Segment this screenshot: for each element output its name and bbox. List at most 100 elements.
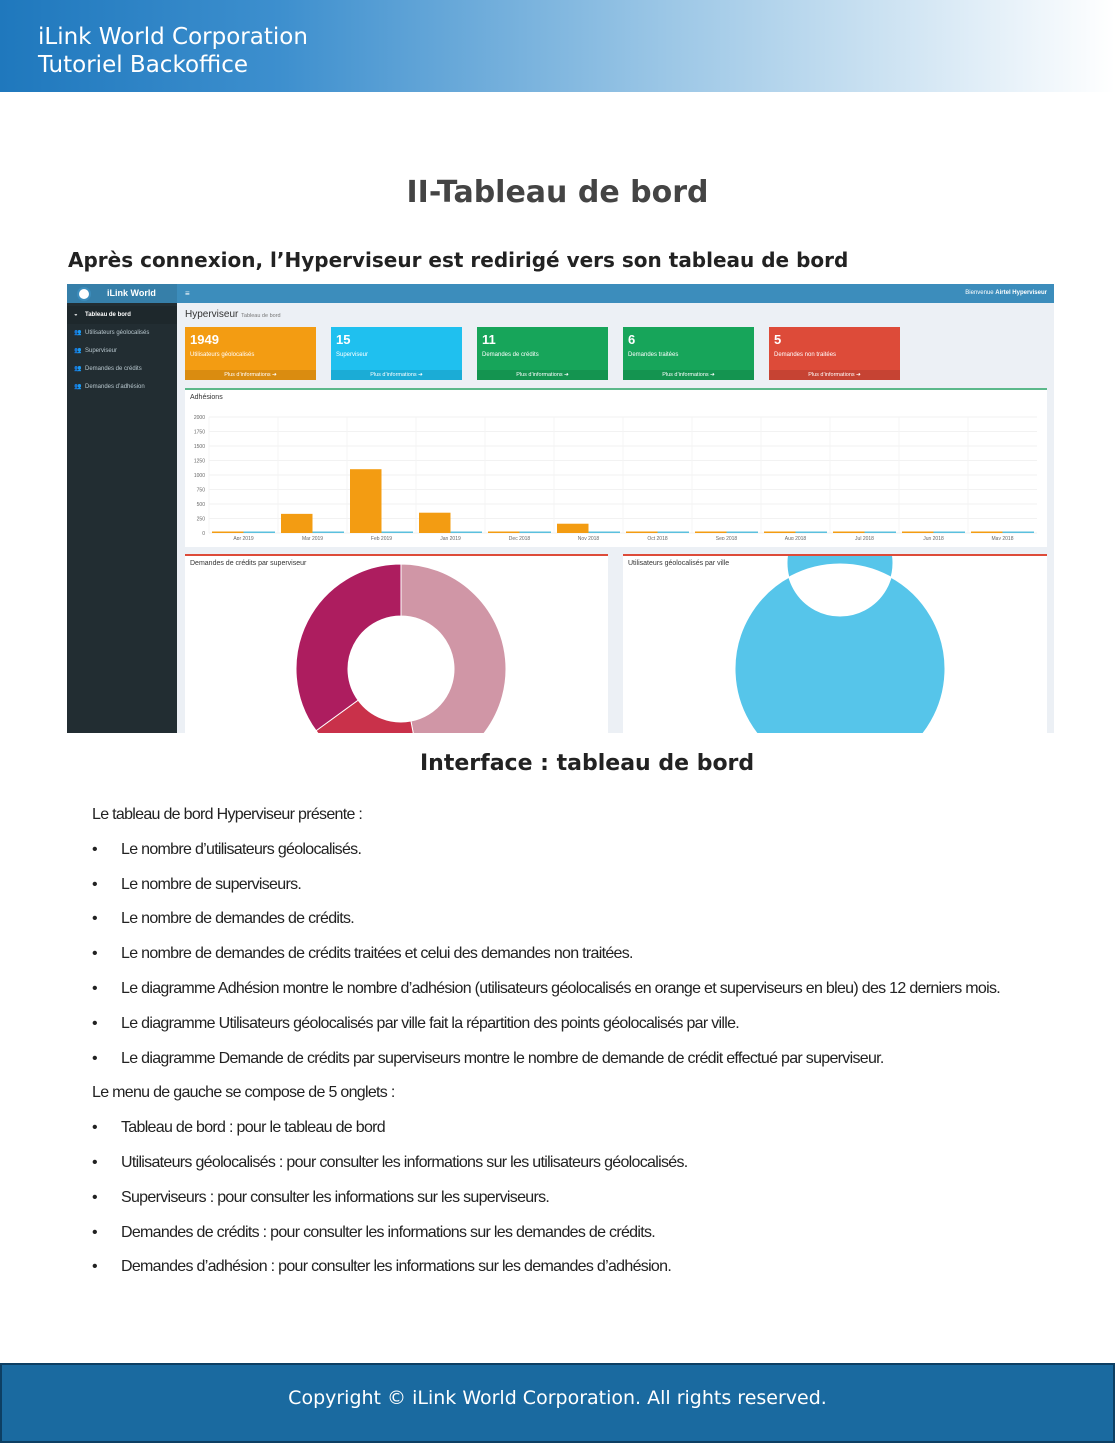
bar [588,531,620,533]
bar [488,531,520,533]
users-icon: 👥 [74,384,82,390]
body-text: Le tableau de bord Hyperviseur présente … [92,798,1102,1285]
donut-title: Utilisateurs géolocalisés par ville [628,560,730,567]
bar [726,531,758,533]
credit-requests-donut-chart [295,563,507,733]
sidebar-item-membership-requests[interactable]: 👥 Demandes d’adhésion [67,378,177,396]
bar [557,523,589,533]
bar [795,531,827,533]
bullet-item: Le nombre d’utilisateurs géolocalisés. [92,833,1102,868]
more-info-link[interactable]: Plus d’informations ➔ [477,370,608,380]
stat-card: 6 Demandes traitées Plus d’informations ➔ [623,327,754,380]
y-tick-label: 500 [197,502,206,508]
adhesions-bar-chart: 0 250 500 750 1000 1250 1500 1750 2000 Apr 2019 Ma… [194,415,1037,540]
bar [933,531,965,533]
more-info-link[interactable]: Plus d’informations ➔ [185,370,316,380]
stat-label: Demandes de crédits [482,352,539,358]
stat-value: 1949 [190,332,219,347]
sidebar-label: Demandes de crédits [85,366,142,372]
menu-intro-paragraph: Le menu de gauche se compose de 5 onglet… [92,1084,395,1102]
bar [419,512,451,533]
donut-slice [400,563,507,733]
bullet-item: Le nombre de demandes de crédits traitée… [92,937,1102,972]
bullet-item: Le diagramme Demande de crédits par supe… [92,1042,1102,1077]
x-tick-label: Jun 2018 [923,536,944,540]
page-title: Hyperviseur [185,309,239,320]
sidebar-label: Demandes d’adhésion [85,384,145,390]
more-info-link[interactable]: Plus d’informations ➔ [623,370,754,380]
sidebar: iLink World ◒ Tableau de bord 👥 Utilisateu… [67,284,177,733]
stat-label: Demandes traitées [628,352,679,358]
bullet-item: Demandes d’adhésion : pour consulter les… [92,1250,1102,1285]
credit-requests-donut-panel: Demandes de crédits par superviseur [185,554,608,733]
bar [764,531,796,533]
sidebar-item-credit-requests[interactable]: 👥 Demandes de crédits [67,360,177,378]
bar [519,531,551,533]
bullet-item: Demandes de crédits : pour consulter les… [92,1216,1102,1251]
stat-card: 5 Demandes non traitées Plus d’information… [769,327,900,380]
document-title: Tutoriel Backoffice [38,52,249,78]
sidebar-item-supervisor[interactable]: 👥 Superviseur [67,342,177,360]
bullet-item: Tableau de bord : pour le tableau de bor… [92,1111,1102,1146]
sidebar-item-geolocated-users[interactable]: 👥 Utilisateurs géolocalisés [67,324,177,342]
welcome-message: Bienvenue Airtel Hyperviseur [965,284,1047,303]
top-navbar: ≡ Bienvenue Airtel Hyperviseur [177,284,1054,303]
user-name[interactable]: Airtel Hyperviseur [995,290,1047,296]
bar [312,531,344,533]
x-tick-label: Feb 2019 [371,536,392,540]
x-tick-label: Mar 2019 [302,536,323,540]
more-info-link[interactable]: Plus d’informations ➔ [769,370,900,380]
section-subtitle: Après connexion, l’Hyperviseur est redir… [68,248,849,272]
bar [864,531,896,533]
footer: Copyright © iLink World Corporation. All… [0,1363,1115,1443]
adhesions-chart-panel: Adhésions 0 250 500 750 1000 1250 1500 1750 2000… [185,388,1047,547]
globe-icon [77,287,91,301]
bar [212,531,244,533]
logo-text: iLink World [107,288,156,298]
users-icon: 👥 [74,330,82,336]
bullet-item: Le diagramme Adhésion montre le nombre d… [92,972,1102,1007]
users-icon: 👥 [74,366,82,372]
page-subtitle: Tableau de bord [241,313,281,319]
sidebar-item-dashboard[interactable]: ◒ Tableau de bord [67,306,177,324]
bar [450,531,482,533]
stat-card: 11 Demandes de crédits Plus d’informations… [477,327,608,380]
menu-tabs-list: Tableau de bord : pour le tableau de bor… [92,1111,1102,1285]
y-tick-label: 2000 [194,415,205,421]
sidebar-label: Utilisateurs géolocalisés [85,330,150,336]
x-tick-label: Oct 2018 [647,536,668,540]
x-tick-label: Jul 2018 [855,536,874,540]
stat-card: 15 Superviseur Plus d’informations ➔ [331,327,462,380]
x-tick-label: Nov 2018 [578,536,600,540]
menu-toggle-icon[interactable]: ≡ [185,289,190,298]
page-header: Hyperviseur Tableau de bord [185,309,281,320]
stat-value: 15 [336,332,351,347]
bar [902,531,934,533]
bullet-item: Le nombre de superviseurs. [92,868,1102,903]
bar [281,513,313,533]
donut-slice [734,556,946,733]
y-tick-label: 750 [197,488,206,494]
dashboard-features-list: Le nombre d’utilisateurs géolocalisés.Le… [92,833,1102,1077]
users-by-city-donut-panel: Utilisateurs géolocalisés par ville [623,554,1047,733]
bar [833,531,865,533]
dashboard-screenshot: iLink World ◒ Tableau de bord 👥 Utilisateu… [67,284,1054,733]
users-icon: 👥 [74,348,82,354]
more-info-link[interactable]: Plus d’informations ➔ [331,370,462,380]
stat-value: 6 [628,332,636,347]
company-name: iLink World Corporation [38,24,308,50]
bar [381,531,413,533]
users-by-city-donut-chart [734,556,946,733]
section-title: II-Tableau de bord [406,175,709,210]
x-tick-label: Dec 2018 [509,536,531,540]
stat-value: 11 [482,332,496,347]
y-tick-label: 1750 [194,430,205,436]
bullet-item: Superviseurs : pour consulter les inform… [92,1181,1102,1216]
app-logo: iLink World [67,284,177,303]
bullet-item: Utilisateurs géolocalisés : pour consult… [92,1146,1102,1181]
x-tick-label: May 2018 [992,536,1014,540]
bar [657,531,689,533]
y-tick-label: 1000 [194,473,205,479]
bar [626,531,658,533]
figure-caption: Interface : tableau de bord [420,751,755,776]
